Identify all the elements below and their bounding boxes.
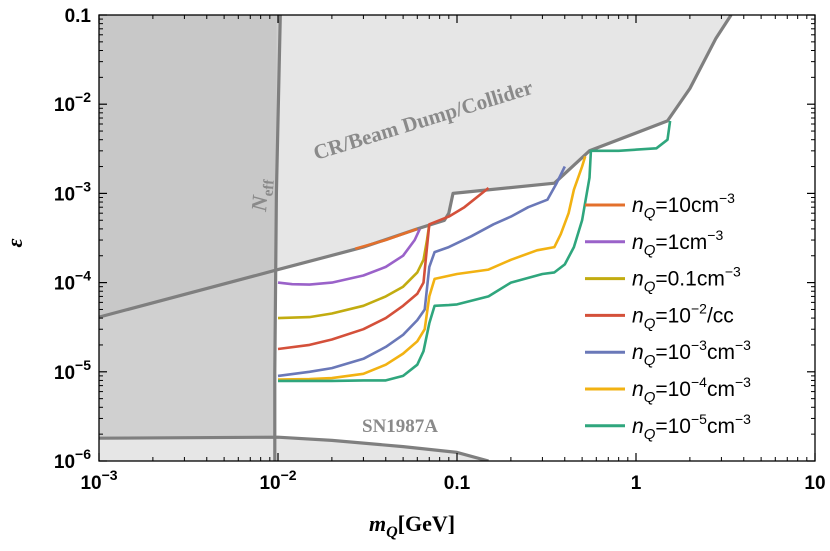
legend-label: nQ=10−3cm−3 xyxy=(632,337,751,369)
series-line-6 xyxy=(277,156,587,381)
legend-item-2: nQ=1cm−3 xyxy=(585,227,723,259)
y-tick-label: 0.1 xyxy=(65,6,92,27)
legend-label: nQ=10−5cm−3 xyxy=(632,411,751,443)
y-tick-label: 10−6 xyxy=(54,446,91,473)
region-label-sn1987a: SN1987A xyxy=(362,416,438,437)
legend-label: nQ=10−4cm−3 xyxy=(632,374,751,406)
y-tick-label: 10−3 xyxy=(54,178,91,205)
legend-label: nQ=0.1cm−3 xyxy=(632,264,741,296)
region-sn1987a-fill xyxy=(99,437,489,461)
axis-titles: mQ[GeV] ε xyxy=(2,238,455,541)
x-tick-label: 10−3 xyxy=(80,467,117,494)
y-axis-title: ε xyxy=(2,238,27,247)
region-label-n-eff: Neff xyxy=(246,177,278,214)
axis-ticks: 10−3 10−2 0.1 1 10 10−6 10−5 10−4 10−3 10−2 0.1 xyxy=(54,6,826,494)
series-line-3 xyxy=(277,224,431,320)
region-n-eff-boundary xyxy=(273,15,282,461)
region-overlap-fill xyxy=(99,15,277,318)
series-line-4 xyxy=(277,186,490,351)
series-line-7 xyxy=(278,120,672,383)
legend-item-3: nQ=0.1cm−3 xyxy=(585,264,741,296)
x-tick-label: 10−2 xyxy=(259,467,296,494)
y-tick-label: 10−2 xyxy=(54,89,91,116)
legend: nQ=10cm−3 nQ=1cm−3 nQ=0.1cm−3 nQ=10−2/cc nQ=… xyxy=(585,190,751,443)
region-sn1987a-boundary xyxy=(99,435,489,461)
legend-label: nQ=10cm−3 xyxy=(632,190,735,222)
legend-item-5: nQ=10−3cm−3 xyxy=(585,337,751,369)
legend-item-1: nQ=10cm−3 xyxy=(585,190,735,222)
legend-item-7: nQ=10−5cm−3 xyxy=(585,411,751,443)
legend-label: nQ=10−2/cc xyxy=(632,300,734,332)
x-tick-label: 1 xyxy=(631,473,642,494)
regions-layer xyxy=(99,15,733,461)
series-line-1 xyxy=(354,227,418,250)
y-tick-label: 10−4 xyxy=(54,268,91,295)
x-tick-label: 10 xyxy=(804,473,825,494)
legend-label: nQ=1cm−3 xyxy=(632,227,723,259)
y-tick-label: 10−5 xyxy=(54,357,91,384)
series-line-2 xyxy=(277,228,421,286)
legend-item-6: nQ=10−4cm−3 xyxy=(585,374,751,406)
x-tick-label: 0.1 xyxy=(444,473,471,494)
x-axis-title: mQ[GeV] xyxy=(369,511,455,541)
series-line-5 xyxy=(277,165,566,378)
series-layer xyxy=(277,120,672,383)
legend-item-4: nQ=10−2/cc xyxy=(585,300,734,332)
